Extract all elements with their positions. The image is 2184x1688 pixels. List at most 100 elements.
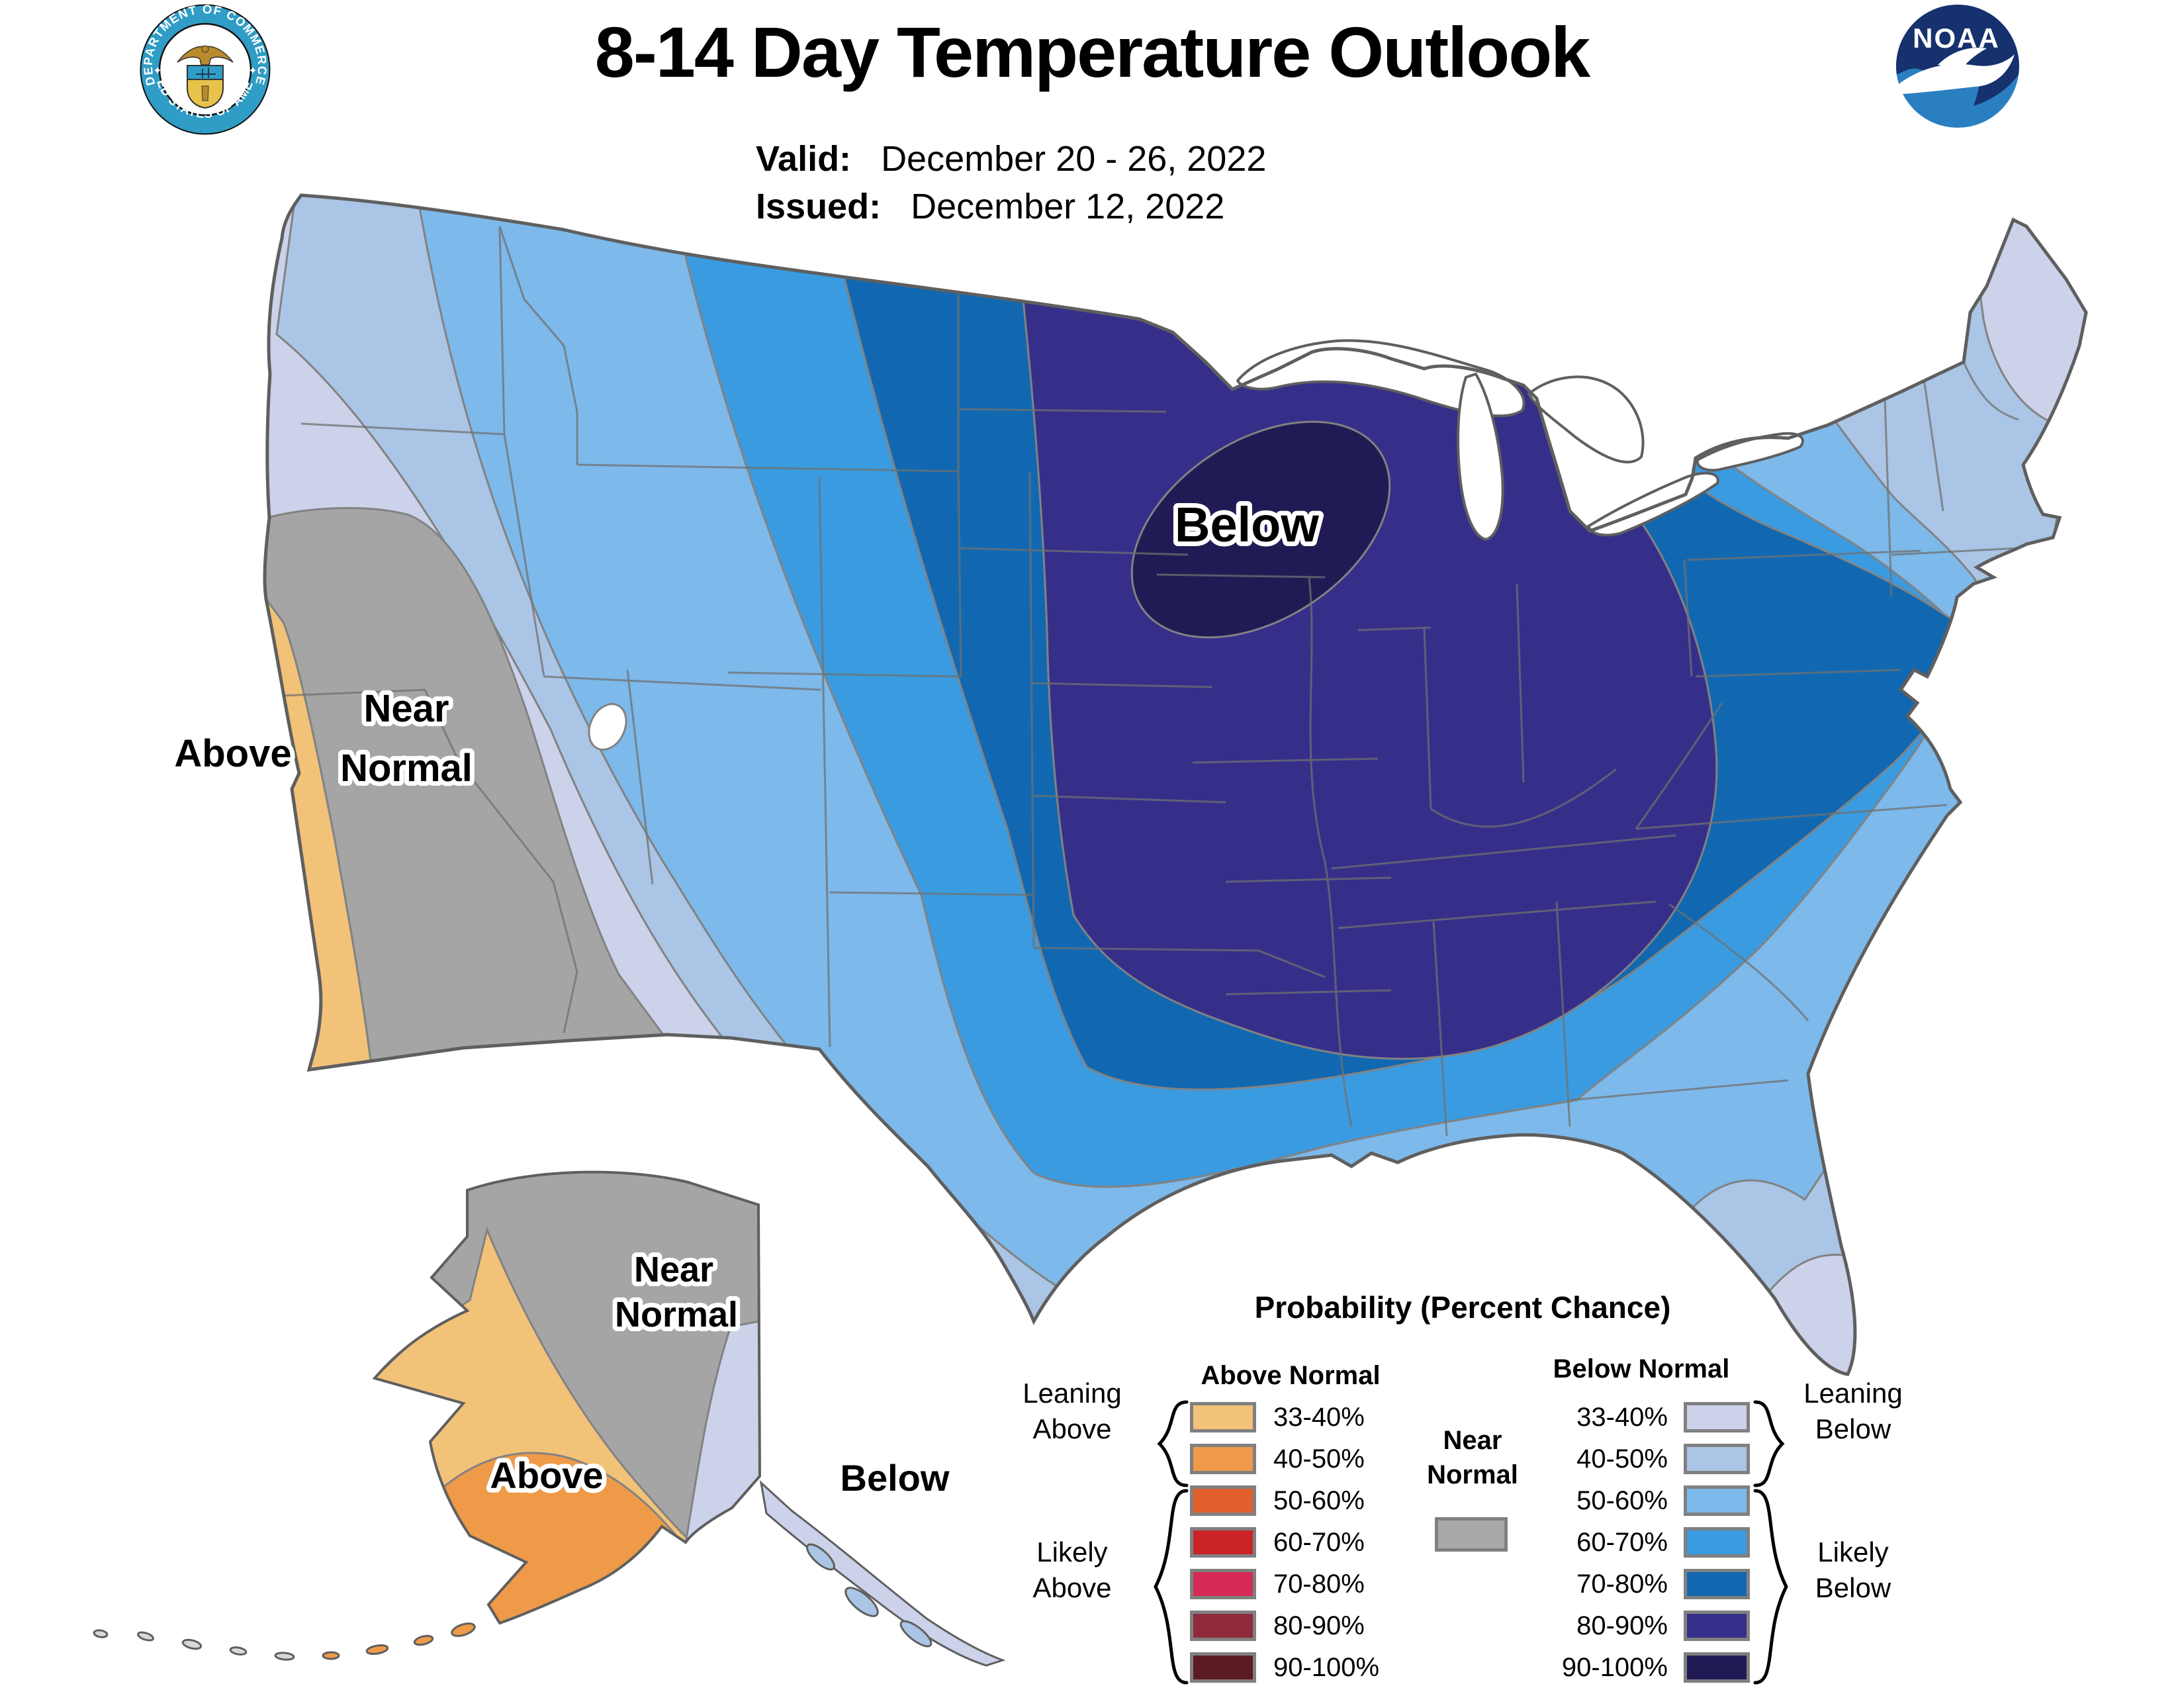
state-boundaries [265, 226, 2021, 1137]
legend-near-line1: Near [1443, 1426, 1502, 1455]
legend-swatch-above-33-40 [1190, 1402, 1256, 1432]
legend-swatch-below-70-80 [1684, 1569, 1750, 1599]
legend-range-label: 40-50% [1273, 1444, 1365, 1474]
aleutian-island [365, 1644, 389, 1656]
legend-swatch-above-50-60 [1190, 1485, 1256, 1516]
aleutian-island [93, 1629, 109, 1638]
group-label-line: Above [1032, 1413, 1112, 1444]
brace-leaning-below [1753, 1400, 1785, 1487]
band-below-90-100 [1130, 420, 1391, 639]
noaa-logo-icon: NOAA [1896, 5, 2019, 128]
group-label-line: Likely [1817, 1536, 1889, 1568]
validity-block: Valid: December 20 - 26, 2022 Issued: De… [756, 135, 1266, 230]
legend-row: 60-70% [1190, 1527, 1379, 1558]
group-label-line: Leaning [1803, 1378, 1903, 1409]
legend-swatch-near-normal [1435, 1517, 1508, 1552]
aleutian-island [181, 1638, 203, 1650]
seal-eagle-icon [177, 45, 234, 66]
legend-row: 60-70% [1542, 1527, 1750, 1558]
legend-row: 33-40% [1542, 1402, 1750, 1432]
issued-line: Issued: December 12, 2022 [756, 183, 1266, 230]
commerce-seal-icon: DEPARTMENT OF COMMERCE UNITED STATES OF … [136, 3, 271, 135]
legend-range-label: 70-80% [1273, 1569, 1365, 1599]
great-salt-lake [588, 703, 627, 751]
legend-row: 90-100% [1190, 1652, 1379, 1683]
group-label-line: Likely [1036, 1536, 1108, 1568]
legend-group-likely-below: Likely Below [1754, 1534, 1952, 1606]
legend-swatch-below-33-40 [1684, 1402, 1750, 1432]
valid-line: Valid: December 20 - 26, 2022 [756, 135, 1266, 183]
conus-outline [263, 193, 2088, 1376]
noaa-gull-icon [1896, 54, 2015, 94]
page-title: 8-14 Day Temperature Outlook [594, 12, 1590, 92]
legend-range-label: 70-80% [1576, 1569, 1668, 1599]
legend-range-label: 90-100% [1273, 1652, 1380, 1682]
valid-value: December 20 - 26, 2022 [881, 139, 1267, 179]
legend-row: 50-60% [1190, 1485, 1379, 1516]
aleutian-island [229, 1646, 248, 1656]
legend-swatch-above-80-90 [1190, 1611, 1256, 1641]
legend-swatch-below-90-100 [1684, 1652, 1750, 1683]
legend-range-label: 90-100% [1561, 1652, 1668, 1682]
brace-leaning-above [1157, 1400, 1189, 1487]
ak-panhandle-island [844, 1587, 879, 1617]
legend-range-label: 33-40% [1273, 1402, 1365, 1432]
legend-swatch-below-40-50 [1684, 1444, 1750, 1474]
legend-row: 90-100% [1542, 1652, 1750, 1683]
lake-michigan [1457, 372, 1504, 541]
aleutian-island [322, 1651, 340, 1660]
legend-swatch-above-60-70 [1190, 1527, 1256, 1558]
legend-above-column: 33-40% 40-50% 50-60% 60-70% 70-80% 80-90… [1190, 1402, 1379, 1683]
legend-group-leaning-above: Leaning Above [973, 1376, 1171, 1447]
ak-label-near: Near [634, 1250, 713, 1289]
legend-near-line2: Normal [1427, 1460, 1518, 1489]
legend-row: 33-40% [1190, 1402, 1379, 1432]
conus-label-above: Above [174, 732, 291, 775]
legend-range-label: 60-70% [1273, 1527, 1365, 1557]
legend-range-label: 60-70% [1576, 1527, 1668, 1557]
alaska-outline [372, 1170, 762, 1625]
legend-row: 50-60% [1542, 1485, 1750, 1516]
legend-group-leaning-below: Leaning Below [1754, 1376, 1952, 1447]
conus-label-near: Near [364, 687, 449, 730]
legend-row: 40-50% [1190, 1444, 1379, 1474]
noaa-wordmark: NOAA [1913, 23, 2000, 54]
legend-row: 80-90% [1542, 1611, 1750, 1641]
legend-swatch-above-90-100 [1190, 1652, 1256, 1683]
ak-label-above: Above [490, 1454, 603, 1496]
aleutian-islands [93, 1622, 476, 1661]
legend-title: Probability (Percent Chance) [1254, 1290, 1671, 1325]
legend-range-label: 80-90% [1576, 1611, 1668, 1640]
ak-panhandle-island [806, 1543, 835, 1571]
seal-star-left-icon: ✦ [153, 66, 161, 77]
aleutian-island [136, 1631, 155, 1642]
ak-panhandle-island [899, 1620, 933, 1648]
lake-huron [1527, 375, 1645, 463]
aleutian-island [451, 1622, 476, 1637]
legend-range-label: 50-60% [1576, 1485, 1668, 1515]
legend-below-header: Below Normal [1553, 1354, 1730, 1383]
ak-panhandle-strip [759, 1479, 1006, 1667]
legend-swatch-above-70-80 [1190, 1569, 1256, 1599]
legend-above-header: Above Normal [1201, 1361, 1381, 1390]
legend-range-label: 40-50% [1576, 1444, 1668, 1474]
legend-range-label: 80-90% [1273, 1611, 1365, 1640]
seal-shield-icon [187, 65, 224, 109]
legend-braces [1154, 1400, 1788, 1685]
valid-label: Valid: [756, 139, 852, 179]
conus-label-below: Below [1175, 497, 1319, 552]
legend-row: 70-80% [1190, 1569, 1379, 1599]
aleutian-island [274, 1652, 295, 1661]
aleutian-island [413, 1634, 434, 1646]
group-label-line: Below [1815, 1572, 1891, 1603]
legend-below-column: 33-40% 40-50% 50-60% 60-70% 70-80% 80-90… [1542, 1402, 1750, 1683]
group-label-line: Above [1032, 1572, 1112, 1603]
ak-label-below: Below [841, 1457, 950, 1499]
legend-range-label: 50-60% [1273, 1485, 1365, 1515]
legend-group-likely-above: Likely Above [973, 1534, 1171, 1606]
issued-value: December 12, 2022 [911, 187, 1225, 226]
legend-swatch-above-40-50 [1190, 1444, 1256, 1474]
noaa-gull-wing [1938, 48, 1987, 70]
